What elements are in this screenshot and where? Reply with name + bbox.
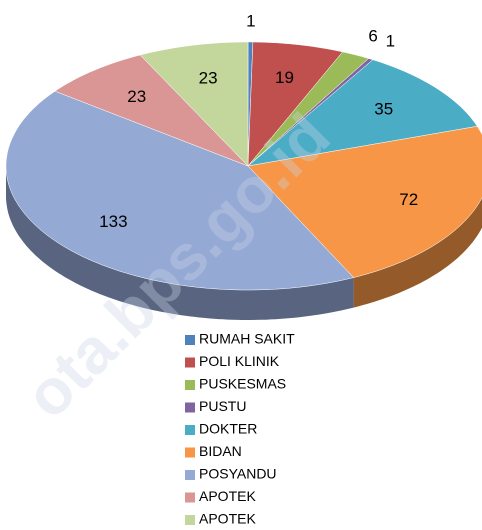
pie-sides: [6, 166, 482, 320]
data-label: 6: [368, 27, 377, 46]
legend-swatch: [185, 515, 195, 525]
pie-slice: [247, 59, 478, 167]
pie-tops: [5, 41, 482, 291]
data-label: 19: [275, 68, 294, 87]
legend-label: PUSKESMAS: [199, 376, 286, 392]
legend-swatch: [185, 425, 195, 435]
legend-swatch: [185, 402, 195, 413]
data-label: 35: [374, 100, 393, 119]
legend-label: APOTEK: [199, 511, 256, 527]
legend-label: PUSTU: [199, 398, 246, 414]
legend-label: DOKTER: [199, 421, 257, 437]
pie-side: [6, 166, 354, 320]
pie-slice: [5, 90, 355, 291]
legend-label: BIDAN: [199, 443, 242, 459]
data-label: 133: [99, 212, 127, 231]
data-label: 23: [199, 69, 218, 88]
pie-slice: [139, 41, 249, 167]
legend-label: POLI KLINIK: [199, 353, 280, 369]
legend-swatch: [185, 492, 195, 503]
pie-slice: [247, 126, 482, 278]
data-label: 72: [399, 190, 418, 209]
legend-swatch: [185, 357, 195, 368]
legend-swatch: [185, 380, 195, 390]
data-label: 23: [127, 87, 146, 106]
pie-slice: [247, 41, 344, 167]
data-label: 1: [386, 32, 395, 51]
legend-swatch: [185, 470, 195, 480]
legend-label: APOTEK: [199, 488, 256, 504]
data-label: 1: [246, 12, 255, 31]
legend-swatch: [185, 447, 195, 458]
pie-side: [353, 197, 482, 308]
pie-slice: [54, 54, 249, 167]
legend-label: POSYANDU: [199, 466, 277, 482]
pie-slice: [247, 51, 370, 167]
legend-label: RUMAH SAKIT: [199, 331, 295, 347]
legend-swatch: [185, 335, 195, 345]
